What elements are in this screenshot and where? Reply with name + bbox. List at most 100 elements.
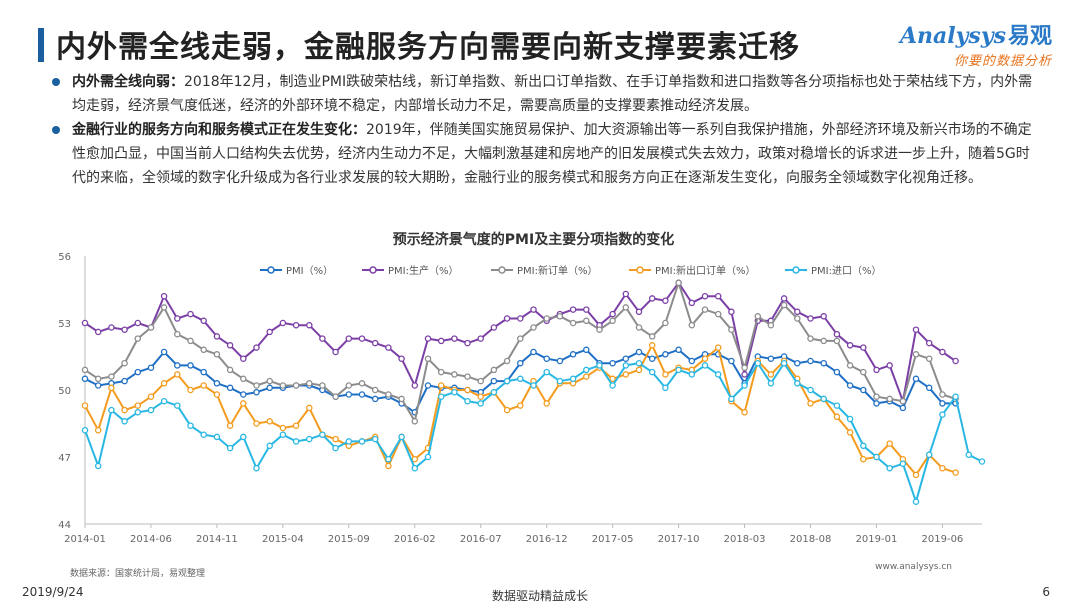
data-point: [213, 380, 221, 387]
data-point: [226, 444, 234, 452]
x-tick-label: 2015-09: [328, 534, 370, 545]
data-point: [543, 315, 550, 322]
data-point: [174, 362, 181, 369]
data-point: [424, 453, 432, 461]
data-point: [147, 324, 155, 331]
data-point: [583, 317, 590, 325]
data-point: [794, 315, 801, 322]
data-point: [490, 366, 498, 374]
data-point: [609, 359, 616, 367]
data-point: [530, 348, 537, 356]
data-point: [648, 333, 656, 340]
data-point: [134, 402, 142, 409]
data-point: [886, 440, 893, 447]
data-point: [569, 306, 577, 313]
data-point: [569, 375, 577, 383]
chart-title: 预示经济景气度的PMI及主要分项指数的变化: [393, 231, 674, 248]
data-point: [94, 375, 102, 383]
data-point: [358, 438, 366, 445]
bullet-text: 2019年，伴随美国实施贸易保护、加大资源输出等一系列自我保护措施，外部经济环境…: [72, 122, 1032, 186]
data-point: [94, 382, 102, 389]
data-point: [873, 366, 880, 374]
data-point: [81, 426, 89, 434]
data-point: [332, 348, 339, 356]
data-point: [609, 375, 616, 383]
data-point: [714, 310, 722, 318]
website-text: www.analysys.cn: [875, 562, 952, 572]
data-point: [780, 295, 788, 302]
data-point: [925, 451, 933, 459]
data-point: [767, 380, 775, 387]
data-point: [886, 362, 893, 369]
data-point: [846, 429, 854, 436]
data-point: [81, 402, 89, 409]
legend-swatch-marker: [498, 266, 506, 274]
data-point: [134, 409, 142, 416]
data-point: [503, 357, 511, 365]
pmi-chart: 预示经济景气度的PMI及主要分项指数的变化 44 47 50 53 56 2014-01 20…: [40, 228, 1040, 568]
bullet-heading: 内外需全线向弱：: [72, 74, 184, 90]
x-tick-label: 2015-04: [262, 534, 304, 545]
data-point: [200, 368, 207, 376]
data-point: [662, 297, 669, 304]
data-point: [635, 308, 643, 316]
data-point: [174, 330, 181, 338]
data-point: [134, 319, 142, 327]
data-point: [767, 321, 775, 329]
data-point: [952, 393, 959, 400]
data-point: [939, 400, 946, 407]
data-point: [385, 462, 392, 470]
data-point: [952, 469, 959, 476]
data-point: [635, 348, 643, 356]
data-point: [437, 368, 445, 376]
data-point: [266, 442, 273, 450]
legend-swatch-marker: [636, 266, 644, 274]
data-point: [292, 438, 300, 445]
data-point: [846, 382, 854, 389]
data-point: [728, 395, 735, 403]
data-point: [411, 418, 419, 425]
data-point: [675, 279, 682, 287]
data-point: [160, 397, 168, 405]
data-point: [741, 409, 748, 416]
data-point: [279, 382, 287, 389]
data-point: [517, 359, 524, 367]
data-point: [371, 395, 379, 403]
data-point: [332, 444, 339, 452]
data-point: [543, 400, 550, 407]
data-point: [860, 455, 867, 463]
data-point: [728, 326, 735, 333]
data-point: [398, 395, 405, 403]
data-point: [240, 355, 247, 362]
legend-label: PMI:新订单（%）: [517, 264, 597, 277]
data-point: [319, 382, 326, 389]
data-point: [385, 391, 392, 398]
page-number: 6: [1042, 585, 1050, 599]
x-tick-label: 2019-06: [922, 534, 964, 545]
data-point: [345, 438, 353, 445]
page-title: 内外需全线走弱，金融服务方向需要向新支撑要素迁移: [56, 30, 800, 65]
data-point: [569, 319, 577, 327]
data-point: [94, 328, 102, 336]
data-point: [701, 292, 709, 300]
data-point: [714, 292, 722, 300]
data-point: [688, 321, 696, 329]
data-point: [662, 371, 669, 378]
data-point: [622, 355, 630, 362]
data-point: [662, 319, 669, 327]
data-point: [240, 433, 247, 441]
data-point: [385, 455, 392, 463]
data-point: [609, 310, 616, 318]
data-point: [253, 382, 260, 389]
data-point: [556, 377, 564, 385]
data-point: [648, 368, 656, 376]
data-point: [306, 435, 313, 443]
data-point: [939, 348, 946, 356]
data-point: [266, 377, 273, 385]
data-point: [622, 362, 630, 369]
data-point: [108, 384, 115, 392]
data-point: [728, 308, 735, 316]
data-point: [187, 337, 194, 345]
x-tick-label: 2016-07: [460, 534, 502, 545]
data-point: [583, 373, 590, 380]
